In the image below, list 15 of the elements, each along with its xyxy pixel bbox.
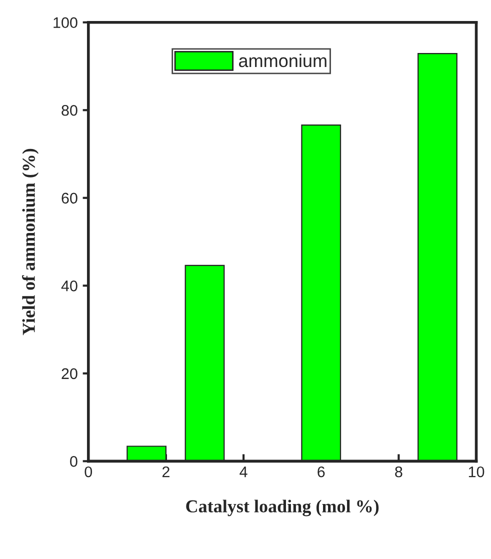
y-tick-label: 0 (70, 456, 78, 467)
x-tick-label: 10 (468, 466, 484, 478)
y-tick-label: 60 (62, 192, 78, 204)
x-tick-label: 4 (240, 466, 248, 478)
y-axis-title: Yield of ammonium (%) (22, 148, 39, 336)
x-tick-label: 0 (84, 466, 92, 478)
x-axis-title: Catalyst loading (mol %) (186, 500, 379, 516)
y-tick-label: 20 (62, 368, 78, 380)
x-tick-label: 6 (318, 466, 325, 478)
y-tick-label: 80 (62, 104, 78, 116)
legend-label: ammonium (239, 54, 326, 68)
y-tick-label: 40 (61, 280, 78, 292)
x-tick-label: 2 (162, 466, 170, 478)
x-tick-label: 8 (395, 466, 402, 478)
y-tick-label: 100 (54, 17, 78, 28)
